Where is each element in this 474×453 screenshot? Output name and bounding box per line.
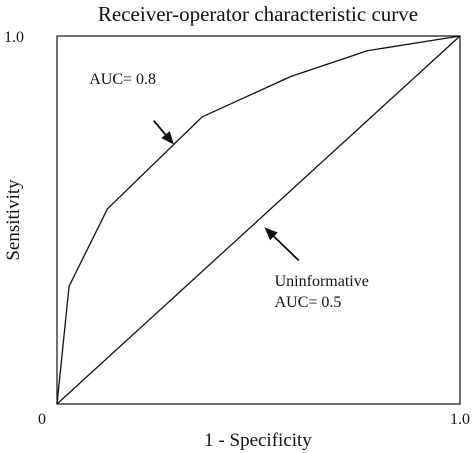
annotation-layer: AUC= 0.8 Uninformative AUC= 0.5: [89, 71, 369, 311]
x-tick-max: 1.0: [450, 411, 470, 428]
annotation-label-1-line-1: AUC= 0.8: [89, 71, 156, 88]
annotation-label-2-line-2: AUC= 0.5: [275, 294, 342, 311]
y-axis-label: Sensitivity: [3, 179, 24, 261]
series-line-1-auc-0-8: [56, 35, 461, 405]
annotation-arrow-1: [153, 120, 167, 136]
annotation-arrowhead-2: [264, 227, 278, 241]
chart-title: Receiver-operator characteristic curve: [98, 2, 418, 26]
plot-frame: [56, 35, 461, 405]
annotation-label-2: Uninformative AUC= 0.5: [275, 273, 369, 311]
x-axis-label: 1 - Specificity: [204, 430, 312, 451]
origin-tick: 0: [38, 411, 46, 428]
annotation-arrowhead-1: [161, 131, 174, 145]
annotation-arrow-2: [273, 235, 300, 262]
series-line-2-uninformative-auc-0-5: [56, 35, 461, 405]
series-layer: [56, 35, 461, 405]
y-tick-max: 1.0: [4, 29, 24, 46]
annotation-label-1: AUC= 0.8: [89, 71, 156, 88]
annotation-label-2-line-1: Uninformative: [275, 273, 369, 290]
